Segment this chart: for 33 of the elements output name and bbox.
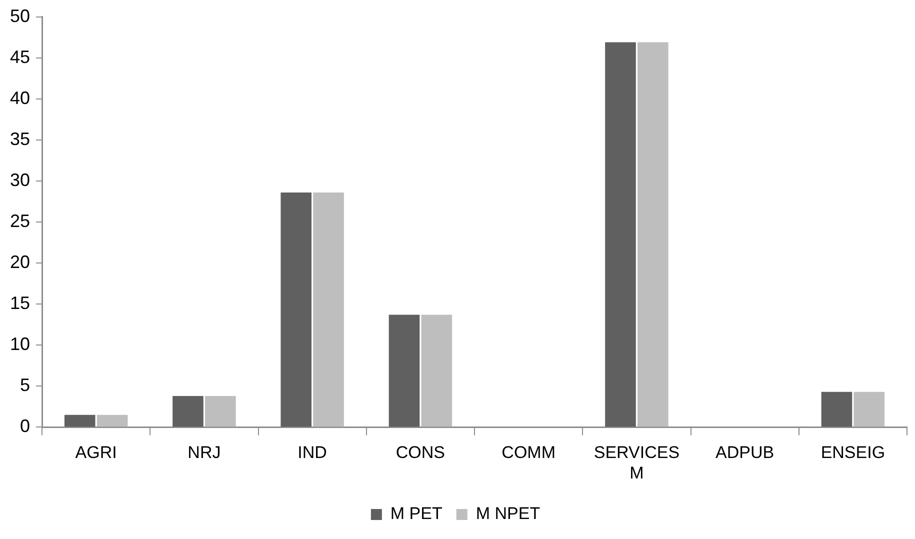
bar: [421, 314, 452, 427]
y-tick-label: 40: [10, 88, 30, 108]
y-tick-label: 35: [10, 128, 30, 149]
bar: [280, 192, 312, 427]
bar: [638, 42, 668, 427]
bar: [388, 314, 420, 427]
legend-label: M PET: [390, 504, 442, 524]
bar: [205, 396, 236, 427]
y-tick-label: 5: [20, 375, 30, 396]
legend-label: M NPET: [476, 504, 540, 524]
x-tick-label: IND: [298, 443, 327, 462]
x-tick-label: CONS: [396, 443, 446, 462]
x-tick-label: AGRI: [75, 443, 117, 462]
bar: [313, 192, 344, 427]
y-tick-label: 10: [10, 334, 30, 354]
x-tick-label: ENSEIG: [820, 443, 886, 462]
y-tick-label: 20: [10, 252, 30, 272]
y-tick-label: 25: [10, 210, 30, 231]
y-tick-label: 0: [20, 416, 30, 436]
x-tick-label: ADPUB: [716, 443, 774, 462]
y-tick-label: 30: [10, 170, 30, 190]
bar: [64, 414, 96, 427]
bar: [96, 414, 128, 427]
bar: [172, 396, 204, 427]
y-tick-label: 50: [10, 6, 30, 26]
bar: [821, 392, 852, 427]
y-tick-label: 15: [10, 293, 30, 314]
x-tick-label: COMM: [502, 443, 556, 462]
y-tick-label: 45: [10, 46, 30, 67]
bar: [605, 42, 636, 427]
bar: [854, 392, 885, 427]
x-tick-label: NRJ: [188, 443, 221, 462]
x-tick-label: SERVICES M: [594, 443, 680, 482]
